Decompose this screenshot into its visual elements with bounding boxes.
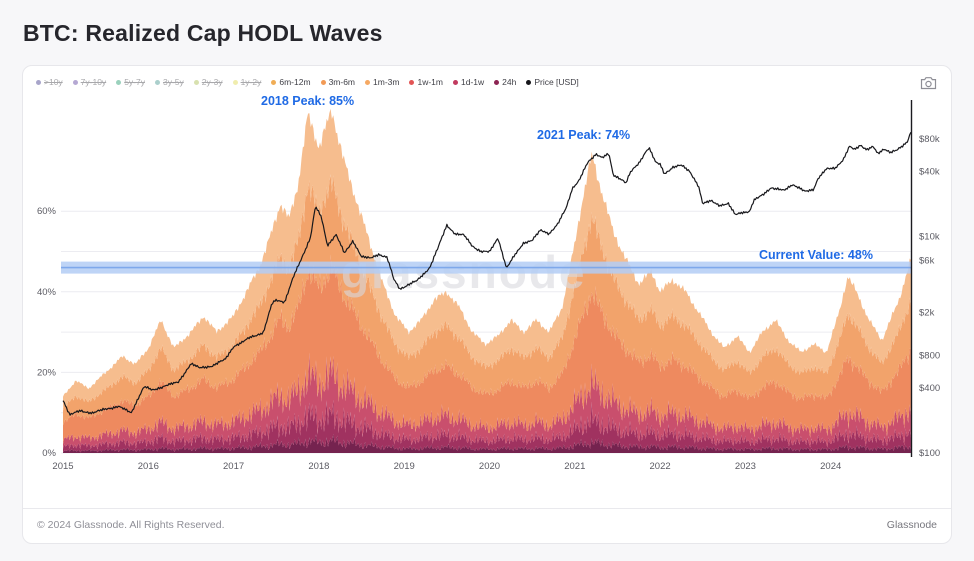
legend-swatch (320, 79, 326, 85)
legend-swatch (154, 79, 160, 85)
legend-item-5y-7y[interactable]: 5y-7y (116, 77, 145, 87)
y-axis-right-label: $400 (919, 383, 940, 394)
legend: >10y 7y-10y 5y-7y 3y-5y 2y-3y 1y-2y 6m-12m 3m-6… (23, 66, 951, 92)
y-axis-left-label: 20% (37, 367, 57, 378)
y-axis-right-label: $40k (919, 167, 940, 178)
legend-swatch (72, 79, 78, 85)
x-axis-label: 2022 (650, 461, 671, 472)
card-footer: © 2024 Glassnode. All Rights Reserved. G… (23, 508, 951, 543)
legend-item-6m-12m[interactable]: 6m-12m (271, 77, 311, 87)
x-axis-label: 2017 (223, 461, 244, 472)
legend-swatch (494, 79, 500, 85)
legend-item-1y-2y[interactable]: 1y-2y (232, 77, 262, 87)
y-axis-right-label: $800 (919, 350, 940, 361)
y-axis-left-label: 60% (37, 206, 57, 217)
band-6m-12m (63, 108, 911, 411)
legend-label: 24h (502, 77, 517, 87)
y-axis-right-label: $6k (919, 256, 935, 267)
x-axis-label: 2016 (138, 461, 159, 472)
band-1m-3m (63, 254, 911, 444)
x-axis-label: 2023 (735, 461, 756, 472)
legend-swatch (232, 79, 238, 85)
legend-item-1m-3m[interactable]: 1m-3m (365, 77, 399, 87)
brand-text: Glassnode (886, 519, 937, 531)
x-axis-label: 2024 (820, 461, 841, 472)
chart-area[interactable]: glassnode0%20%40%60%$100$400$800$2k$6k$1… (23, 92, 951, 484)
chart-canvas: glassnode0%20%40%60%$100$400$800$2k$6k$1… (37, 100, 940, 472)
y-axis-right-label: $100 (919, 448, 940, 459)
copyright-text: © 2024 Glassnode. All Rights Reserved. (37, 519, 225, 531)
y-axis-right-label: $80k (919, 134, 940, 145)
band-1d-1w (63, 399, 911, 453)
annotation-2021-peak: 2021 Peak: 74% (537, 128, 631, 142)
legend-swatch (526, 79, 532, 85)
annotation-current-value: Current Value: 48% (759, 248, 873, 262)
y-axis-right-label: $2k (919, 307, 935, 318)
x-axis-label: 2020 (479, 461, 500, 472)
camera-button[interactable] (918, 74, 939, 92)
y-axis-right-label: $10k (919, 232, 940, 243)
y-axis-right-labels: $100 $400 $800 $2k $6k $10k $40k $80k (919, 134, 940, 459)
y-axis-left-labels: 0% 20% 40% 60% (37, 206, 57, 459)
price-line (62, 131, 912, 416)
legend-swatch (36, 79, 41, 85)
hodl-wave-bands (63, 108, 911, 453)
legend-swatch (116, 79, 122, 85)
legend-label: 6m-12m (279, 77, 311, 87)
y-axis-left-label: 0% (42, 448, 56, 459)
band-3m-6m (63, 174, 911, 426)
y-axis-left-label: 40% (37, 287, 57, 298)
legend-label: 3y-5y (162, 77, 184, 87)
band-1w-1m (63, 352, 911, 450)
legend-label: 1d-1w (460, 77, 485, 87)
band-24h (63, 434, 911, 453)
legend-label: 2y-3y (201, 77, 223, 87)
legend-swatch (271, 79, 277, 85)
legend-swatch (365, 79, 371, 85)
legend-item-10y[interactable]: >10y (36, 77, 63, 87)
legend-label: >10y (44, 77, 63, 87)
legend-item-7y-10y[interactable]: 7y-10y (72, 77, 107, 87)
chart-card: >10y 7y-10y 5y-7y 3y-5y 2y-3y 1y-2y 6m-12m 3m-6… (22, 65, 952, 544)
legend-label: 1w-1m (417, 77, 443, 87)
legend-item-24h[interactable]: 24h (494, 77, 516, 87)
x-axis-label: 2018 (308, 461, 329, 472)
legend-item-price-usd[interactable]: Price [USD] (526, 77, 579, 87)
legend-swatch (452, 79, 458, 85)
legend-label: 3m-6m (328, 77, 356, 87)
annotation-2018-peak: 2018 Peak: 85% (261, 94, 355, 108)
legend-item-3y-5y[interactable]: 3y-5y (154, 77, 184, 87)
legend-item-2y-3y[interactable]: 2y-3y (193, 77, 223, 87)
x-axis-labels: 2015 2016 2017 2018 2019 2020 2021 2022 2023 2024 (52, 461, 841, 472)
legend-label: 1m-3m (373, 77, 400, 87)
legend-swatch (193, 79, 199, 85)
x-axis-label: 2015 (52, 461, 73, 472)
legend-label: Price [USD] (534, 77, 579, 87)
page-title: BTC: Realized Cap HODL Waves (23, 20, 383, 46)
legend-label: 7y-10y (80, 77, 107, 87)
x-axis-label: 2019 (394, 461, 415, 472)
legend-item-1w-1m[interactable]: 1w-1m (409, 77, 443, 87)
camera-icon (920, 77, 937, 93)
legend-label: 1y-2y (240, 77, 262, 87)
legend-item-3m-6m[interactable]: 3m-6m (320, 77, 356, 87)
x-axis-label: 2021 (564, 461, 585, 472)
legend-label: 5y-7y (124, 77, 145, 87)
legend-item-1d-1w[interactable]: 1d-1w (452, 77, 485, 87)
legend-swatch (409, 79, 415, 85)
